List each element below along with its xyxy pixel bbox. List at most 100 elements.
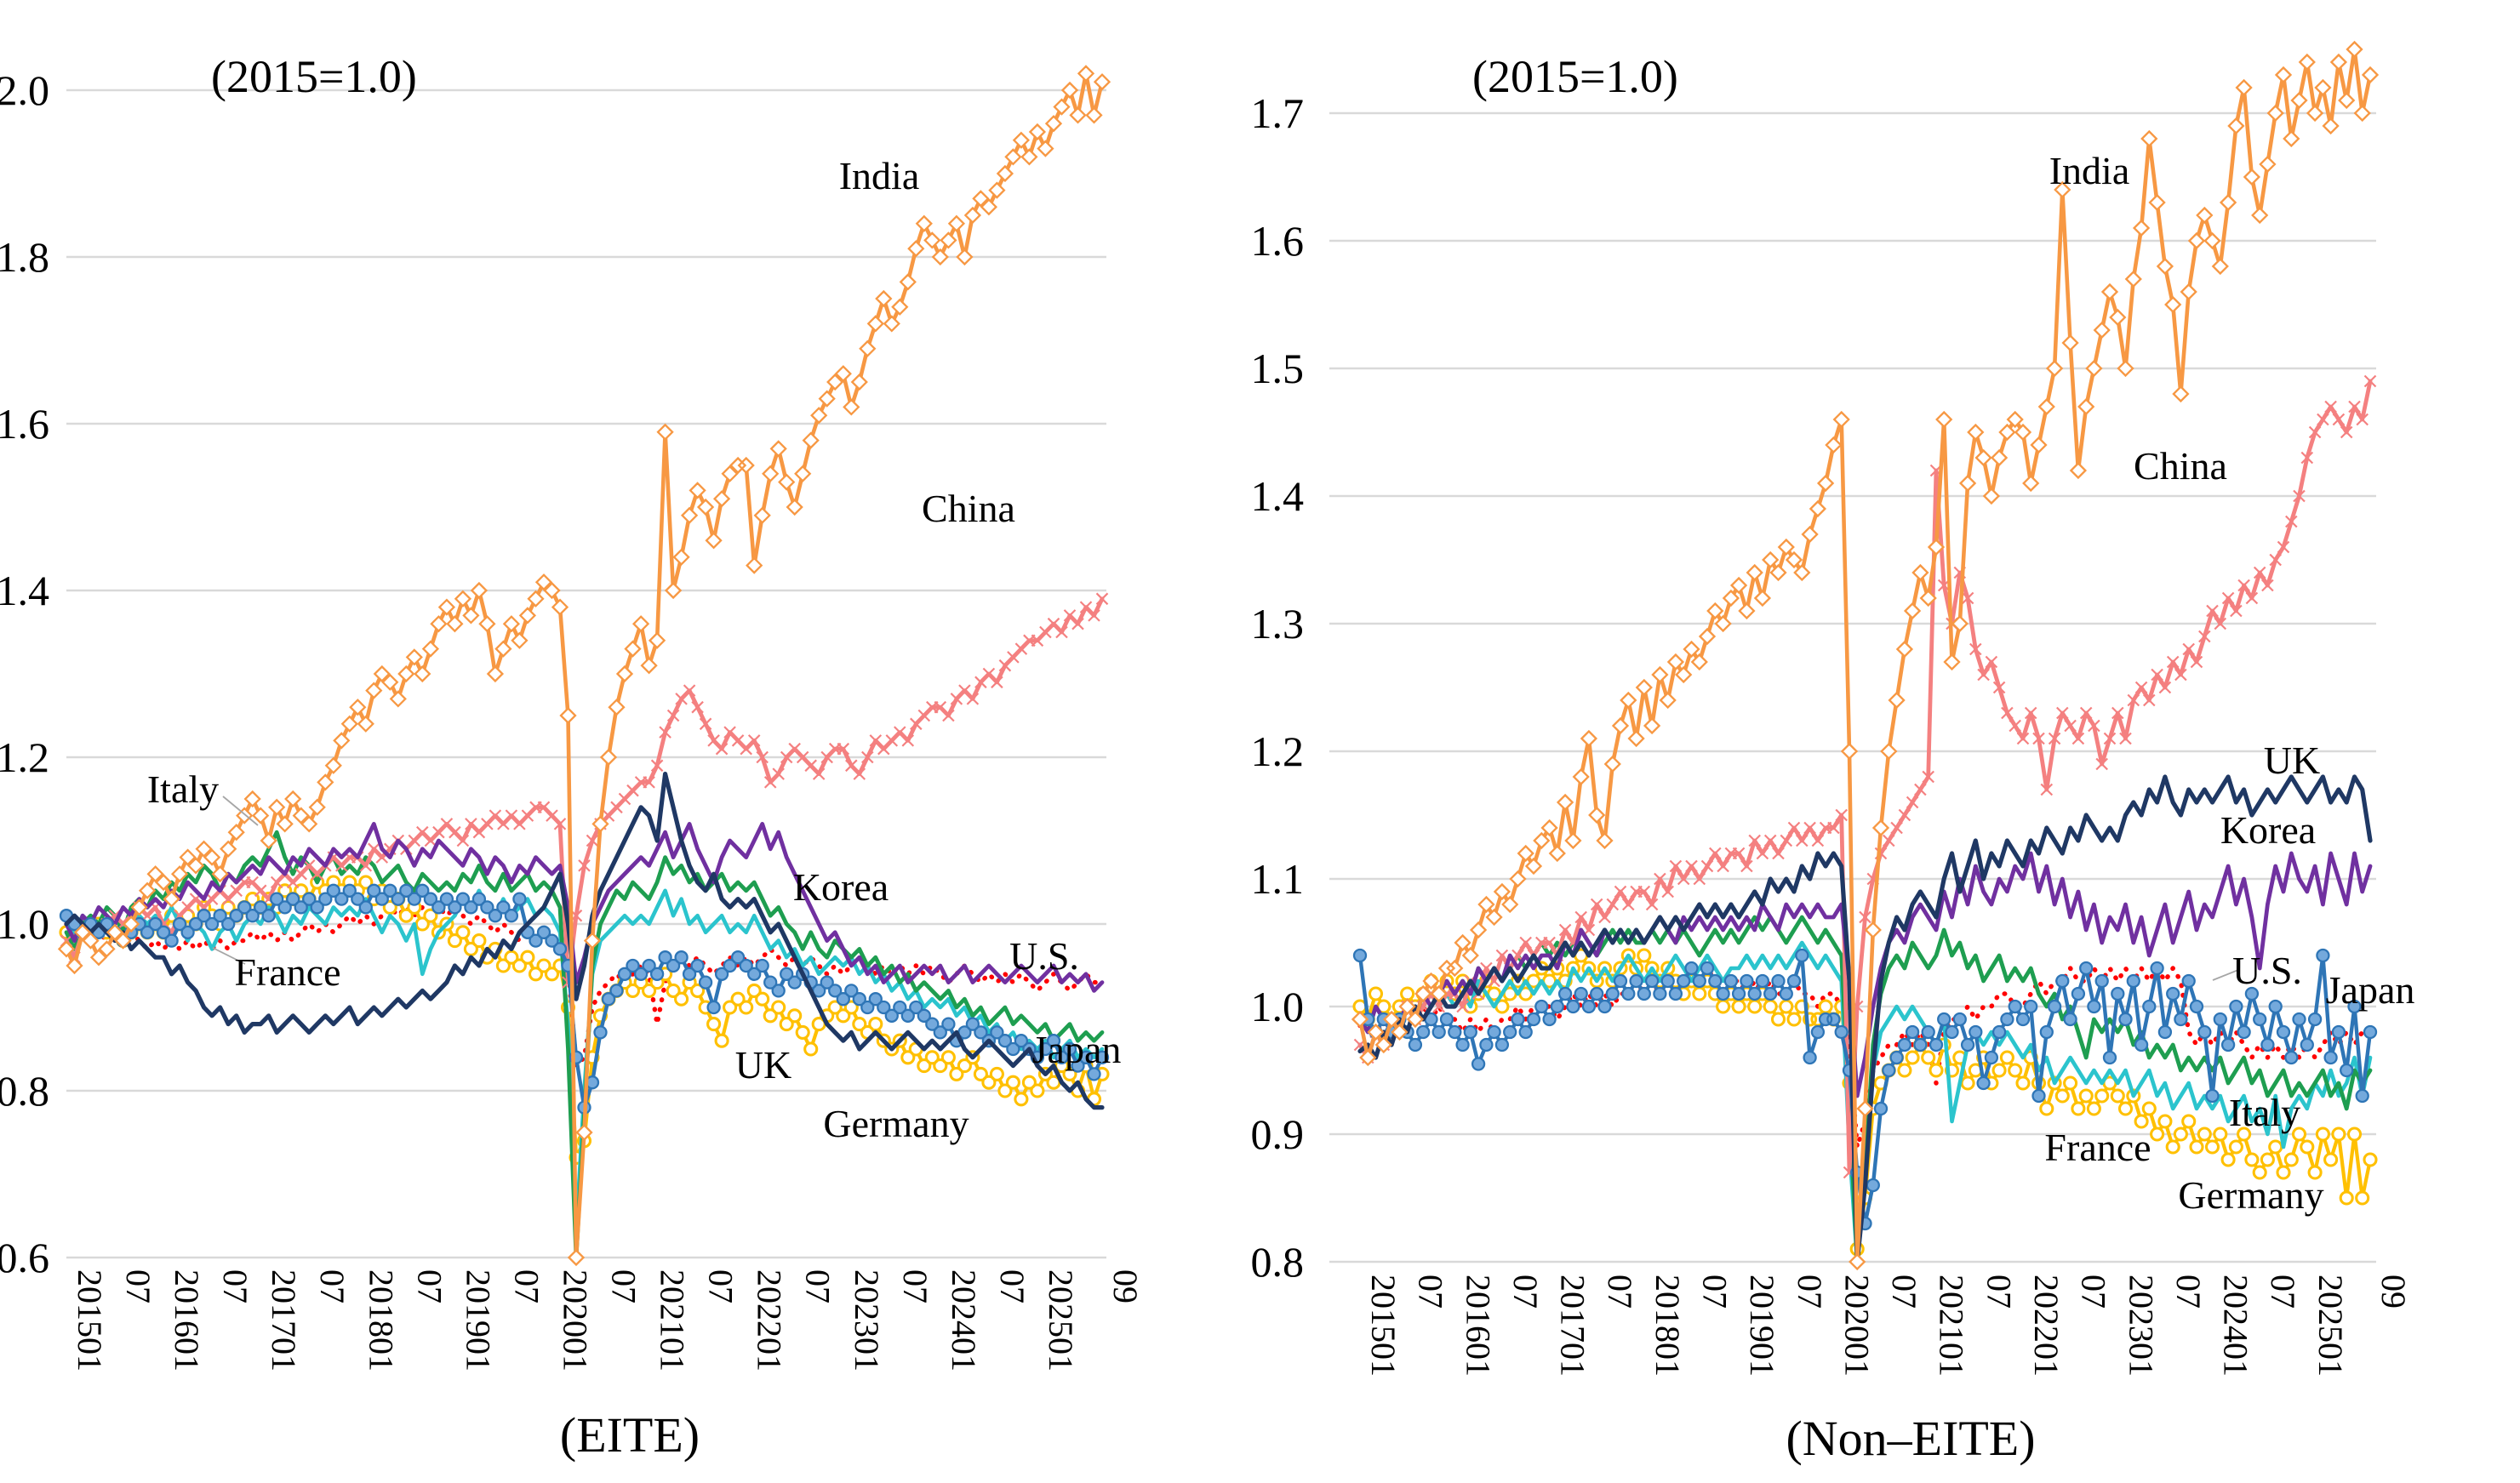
x-axis-labels: 201501 07 201601 07 201701 07 201801 07 201901 07… [71,1269,1145,1372]
x-axis-tick-label: 202401 [945,1269,983,1372]
x-axis-tick-label: 202301 [2122,1275,2160,1377]
x-axis-tick-label: 202201 [751,1269,789,1372]
x-axis-tick-label: 202101 [1933,1275,1971,1377]
x-axis-tick-label: 07 [2264,1275,2302,1309]
axis-unit-title: (2015=1.0) [211,51,417,102]
series-label-japan: Japan [1032,1028,1122,1071]
x-axis-tick-label: 201901 [459,1269,497,1372]
y-axis-tick-label: 1.2 [0,733,49,781]
x-axis-tick-label: 201901 [1743,1275,1781,1377]
series-labels: India China Italy Korea U.S. France UK Japan Ger… [147,154,1122,1145]
gridlines [66,88,1106,1259]
x-axis-tick-label: 202101 [654,1269,692,1372]
series-label-india: India [839,154,920,197]
x-axis-tick-label: 201501 [1364,1275,1403,1377]
x-axis-tick-label: 07 [702,1269,740,1303]
x-axis-tick-label: 07 [1601,1275,1639,1309]
series-label-china: China [922,487,1015,530]
x-axis-tick-label: 07 [119,1269,157,1303]
y-axis-tick-label: 1.6 [0,400,49,448]
series-label-france: France [2044,1126,2151,1169]
label-leader-line [222,796,259,826]
y-axis-tick-label: 1.0 [1251,983,1305,1030]
series-india [57,65,1111,1267]
series-label-korea: Korea [2220,808,2316,852]
series-japan [1352,948,2378,1231]
x-axis-tick-label: 201601 [168,1269,206,1372]
series-label-us: U.S. [2232,949,2302,992]
x-axis-labels: 201501 07 201601 07 201701 07 201801 07 201901 07… [1364,1275,2413,1377]
x-axis-tick-label: 07 [605,1269,643,1303]
series-label-italy: Italy [147,767,219,811]
x-axis-tick-label: 07 [313,1269,351,1303]
x-axis-tick-label: 201701 [265,1269,303,1372]
series-label-germany: Germany [823,1102,969,1145]
y-axis-tick-label: 0.6 [0,1234,49,1281]
y-axis-tick-label: 1.8 [0,233,49,281]
x-axis-tick-label: 09 [1106,1269,1145,1303]
series-label-india: India [2049,149,2130,192]
x-axis-tick-label: 202501 [2311,1275,2350,1377]
y-axis-tick-label: 0.8 [0,1067,49,1115]
x-axis-tick-label: 07 [507,1269,546,1303]
x-axis-tick-label: 07 [2075,1275,2113,1309]
axis-unit-title: (2015=1.0) [1472,51,1678,102]
series-label-germany: Germany [2178,1173,2323,1217]
x-axis-tick-label: 202001 [557,1269,595,1372]
y-axis-tick-label: 1.0 [0,900,49,948]
y-axis-tick-label: 1.7 [1251,89,1305,137]
chart-panel-eite: 2.0 1.8 1.6 1.4 1.2 1.0 0.8 0.6 201501 07 201601 07… [0,51,1145,1463]
series-label-china: China [2134,444,2227,488]
series-line-uk [1357,774,2373,1264]
x-axis-tick-label: 09 [2374,1275,2413,1309]
y-axis-tick-label: 1.1 [1251,855,1305,903]
series-label-france: France [234,950,340,994]
x-axis-tick-label: 07 [993,1269,1031,1303]
chart-caption: (Non–EITE) [1786,1411,2035,1466]
x-axis-tick-label: 07 [896,1269,934,1303]
y-axis-tick-label: 1.5 [1251,345,1305,392]
series-label-us: U.S. [1009,934,1079,978]
x-axis-tick-label: 07 [1885,1275,1923,1309]
x-axis-tick-label: 07 [1980,1275,2018,1309]
series-korea [1357,851,2373,1098]
x-axis-tick-label: 07 [1696,1275,1734,1309]
x-axis-tick-label: 202501 [1042,1269,1080,1372]
x-axis-tick-label: 202001 [1837,1275,1876,1377]
x-axis-tick-label: 201701 [1554,1275,1592,1377]
series-line-india [1357,47,2373,1264]
y-axis-tick-label: 1.2 [1251,727,1305,775]
x-axis-tick-label: 202201 [2027,1275,2066,1377]
series-label-italy: Italy [2229,1091,2300,1134]
x-axis-tick-label: 07 [1412,1275,1450,1309]
series-markers-circle [1352,948,2378,1231]
series-label-korea: Korea [793,865,889,909]
series-label-uk: UK [2264,739,2320,782]
y-axis-tick-label: 1.6 [1251,217,1305,265]
y-axis-tick-label: 1.4 [0,567,49,614]
x-axis-tick-label: 07 [410,1269,449,1303]
series-label-japan: Japan [2326,968,2415,1012]
series-markers-diamond [1351,40,2380,1271]
x-axis-tick-label: 07 [1506,1275,1545,1309]
y-axis-tick-label: 2.0 [0,66,49,114]
x-axis-tick-label: 201801 [1649,1275,1687,1377]
x-axis-tick-label: 201801 [362,1269,400,1372]
y-axis-tick-label: 0.8 [1251,1238,1305,1286]
label-leader-line [212,947,246,965]
y-axis-tick-label: 0.9 [1251,1110,1305,1158]
x-axis-tick-label: 202401 [2217,1275,2255,1377]
x-axis-tick-label: 07 [1791,1275,1829,1309]
label-leader-line [2212,969,2239,981]
series-india [1351,40,2380,1271]
x-axis-tick-label: 201501 [71,1269,109,1372]
chart-caption: (EITE) [560,1407,700,1463]
y-axis-tick-label: 1.4 [1251,472,1305,520]
x-axis-tick-label: 201601 [1459,1275,1497,1377]
x-axis-tick-label: 07 [799,1269,837,1303]
series-uk [64,772,1105,1110]
x-axis-tick-label: 202301 [848,1269,886,1372]
